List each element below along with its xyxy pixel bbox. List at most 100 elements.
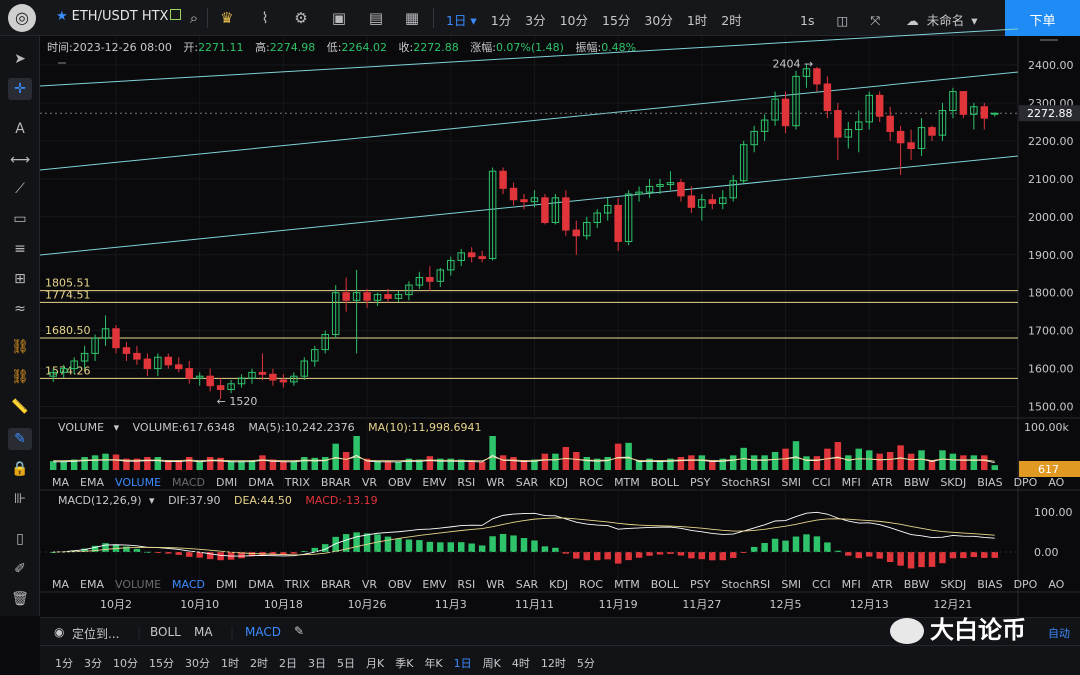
tab-kdj[interactable]: KDJ xyxy=(549,476,569,489)
favorite-star-icon[interactable]: ★ xyxy=(56,9,68,24)
tab-boll[interactable]: BOLL xyxy=(650,578,680,591)
checkbox-icon[interactable] xyxy=(170,9,182,20)
interval-5[interactable]: 30分 xyxy=(644,13,673,28)
tab-ema[interactable]: EMA xyxy=(80,476,104,489)
tab-atr[interactable]: ATR xyxy=(871,578,893,591)
tab-vr[interactable]: VR xyxy=(361,476,377,489)
tab-mtm[interactable]: MTM xyxy=(614,578,640,591)
wave-tool-icon[interactable]: ≈ xyxy=(14,301,26,317)
period-6[interactable]: 2时 xyxy=(250,657,268,670)
chevron-down-icon[interactable]: ▾ xyxy=(971,13,978,28)
tab-dma[interactable]: DMA xyxy=(248,578,274,591)
settings-icon[interactable]: ⚙ xyxy=(294,9,308,27)
chevron-down-icon[interactable]: ▾ xyxy=(149,494,155,507)
tab-wr[interactable]: WR xyxy=(486,578,505,591)
interval-6[interactable]: 1时 xyxy=(686,13,708,28)
tab-bias[interactable]: BIAS xyxy=(977,476,1003,489)
logo-icon[interactable]: ◎ xyxy=(8,4,36,32)
tab-dma[interactable]: DMA xyxy=(248,476,274,489)
tab-ma[interactable]: MA xyxy=(52,578,70,591)
period-13[interactable]: 1日 xyxy=(453,657,472,670)
tab-emv[interactable]: EMV xyxy=(422,476,447,489)
tab-wr[interactable]: WR xyxy=(486,476,505,489)
tab-skdj[interactable]: SKDJ xyxy=(940,578,967,591)
cursor-icon[interactable]: ➤ xyxy=(14,51,26,67)
layout-name[interactable]: 未命名 xyxy=(926,13,965,28)
grid-tool-icon[interactable]: ⊞ xyxy=(14,271,26,287)
tab-bias[interactable]: BIAS xyxy=(977,578,1003,591)
edit-icon[interactable]: ✎ xyxy=(294,624,305,638)
save-icon[interactable]: ▤ xyxy=(368,9,384,27)
volume-title[interactable]: VOLUME xyxy=(58,421,105,434)
ma-toggle[interactable]: MA xyxy=(194,625,213,639)
line-tool-icon[interactable]: ⟷ xyxy=(9,152,31,168)
trash-icon[interactable]: 🗑 xyxy=(11,591,29,607)
bookmark-icon[interactable]: ▯ xyxy=(16,531,24,547)
crosshair-icon[interactable]: ✛ xyxy=(8,78,32,100)
period-4[interactable]: 30分 xyxy=(185,657,210,670)
period-17[interactable]: 5分 xyxy=(576,657,595,670)
tab-brar[interactable]: BRAR xyxy=(320,578,351,591)
period-3[interactable]: 15分 xyxy=(149,657,174,670)
tab-mtm[interactable]: MTM xyxy=(614,476,640,489)
locate-icon[interactable]: ◉ xyxy=(54,625,65,639)
tab-macd[interactable]: MACD xyxy=(172,578,206,591)
period-15[interactable]: 4时 xyxy=(511,657,530,670)
tab-dmi[interactable]: DMI xyxy=(216,578,238,591)
tab-trix[interactable]: TRIX xyxy=(284,578,310,591)
period-11[interactable]: 季K xyxy=(395,657,414,670)
fullscreen-icon[interactable]: ⤧ xyxy=(870,13,881,28)
search-icon[interactable]: ⌕ xyxy=(189,9,199,27)
tab-vr[interactable]: VR xyxy=(361,578,377,591)
tab-ema[interactable]: EMA xyxy=(80,578,104,591)
interval-7[interactable]: 2时 xyxy=(721,13,742,28)
crown-icon[interactable]: ♛ xyxy=(220,9,234,27)
pen-icon[interactable]: ✎ xyxy=(8,428,32,450)
tab-obv[interactable]: OBV xyxy=(388,476,412,489)
period-5[interactable]: 1时 xyxy=(221,657,239,670)
tab-bbw[interactable]: BBW xyxy=(903,578,930,591)
tab-volume[interactable]: VOLUME xyxy=(114,578,162,591)
tab-smi[interactable]: SMI xyxy=(781,476,802,489)
chevron-down-icon[interactable]: ▾ xyxy=(113,421,120,434)
tab-dpo[interactable]: DPO xyxy=(1013,578,1038,591)
fibonacci-icon[interactable]: ⛓ xyxy=(11,339,29,355)
locate-button[interactable]: 定位到... xyxy=(72,627,120,641)
tab-psy[interactable]: PSY xyxy=(690,578,711,591)
tab-stochrsi[interactable]: StochRSI xyxy=(721,476,771,489)
tab-ao[interactable]: AO xyxy=(1048,578,1065,591)
rectangle-icon[interactable]: ▭ xyxy=(13,211,27,227)
tab-trix[interactable]: TRIX xyxy=(284,476,310,489)
interval-1[interactable]: 1分 xyxy=(490,13,512,28)
tab-cci[interactable]: CCI xyxy=(812,476,831,489)
period-16[interactable]: 12时 xyxy=(540,657,566,670)
tab-atr[interactable]: ATR xyxy=(871,476,893,489)
tab-rsi[interactable]: RSI xyxy=(457,578,476,591)
edit-list-icon[interactable]: ✐ xyxy=(14,561,26,577)
tab-psy[interactable]: PSY xyxy=(690,476,711,489)
parallel-channel-icon[interactable]: ≡ xyxy=(14,241,26,257)
gann-icon[interactable]: ⛓ xyxy=(11,369,29,385)
boll-toggle[interactable]: BOLL xyxy=(150,625,181,639)
tab-mfi[interactable]: MFI xyxy=(841,476,861,489)
cloud-icon[interactable]: ☁ xyxy=(906,13,919,28)
tab-volume[interactable]: VOLUME xyxy=(114,476,162,489)
tab-dmi[interactable]: DMI xyxy=(216,476,238,489)
period-9[interactable]: 5日 xyxy=(337,657,355,670)
interval-2[interactable]: 3分 xyxy=(525,13,546,28)
tab-dpo[interactable]: DPO xyxy=(1013,476,1038,489)
tab-stochrsi[interactable]: StochRSI xyxy=(721,578,771,591)
macd-toggle[interactable]: MACD xyxy=(245,625,281,639)
tab-roc[interactable]: ROC xyxy=(579,476,604,489)
tab-kdj[interactable]: KDJ xyxy=(549,578,569,591)
template-icon[interactable]: ▣ xyxy=(331,9,347,27)
interval-3[interactable]: 10分 xyxy=(559,13,589,28)
period-10[interactable]: 月K xyxy=(366,657,385,670)
auto-scale-button[interactable]: 自动 xyxy=(1048,627,1070,640)
tab-obv[interactable]: OBV xyxy=(388,578,412,591)
tab-boll[interactable]: BOLL xyxy=(650,476,680,489)
realtime-1s[interactable]: 1s xyxy=(800,13,815,28)
layout-icon[interactable]: ▦ xyxy=(404,9,420,27)
tab-smi[interactable]: SMI xyxy=(781,578,802,591)
tab-sar[interactable]: SAR xyxy=(515,476,539,489)
